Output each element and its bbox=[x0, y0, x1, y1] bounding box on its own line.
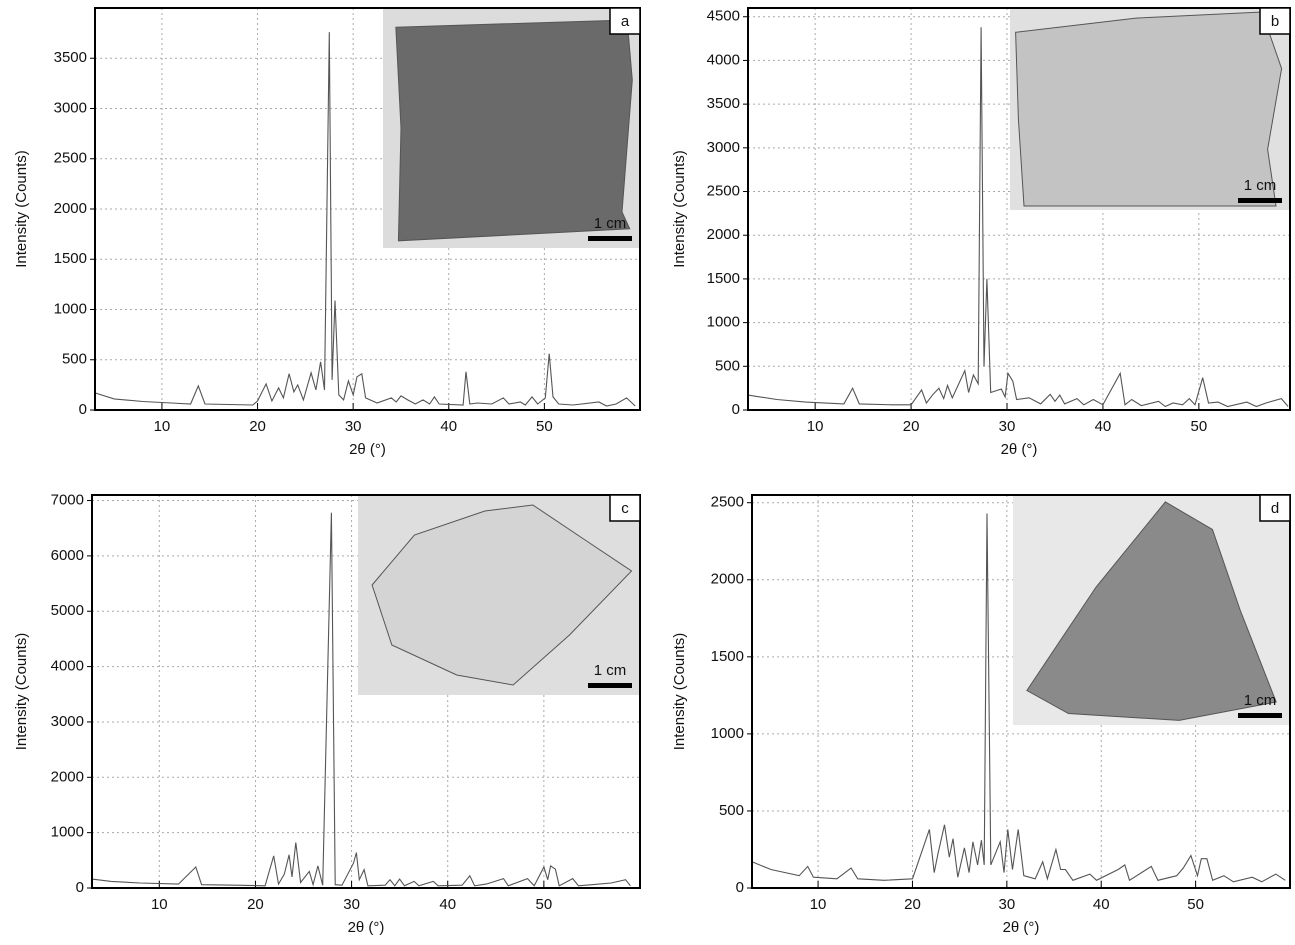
x-tick-label: 50 bbox=[1191, 418, 1208, 435]
y-tick-label: 2000 bbox=[51, 768, 84, 785]
x-axis-label: 2θ (°) bbox=[1001, 441, 1038, 458]
y-axis-label: Intensity (Counts) bbox=[671, 150, 688, 268]
x-tick-label: 20 bbox=[249, 418, 266, 435]
x-tick-label: 30 bbox=[999, 418, 1016, 435]
xrd-line bbox=[94, 32, 636, 407]
y-axis-label: Intensity (Counts) bbox=[13, 150, 30, 268]
x-tick-label: 30 bbox=[998, 896, 1015, 913]
xrd-line bbox=[747, 27, 1289, 408]
x-tick-label: 10 bbox=[807, 418, 824, 435]
y-tick-label: 6000 bbox=[51, 547, 84, 564]
y-tick-label: 2500 bbox=[54, 150, 87, 167]
y-tick-label: 1500 bbox=[707, 270, 740, 287]
y-tick-label: 1000 bbox=[707, 314, 740, 331]
y-tick-label: 5000 bbox=[51, 602, 84, 619]
x-tick-label: 40 bbox=[1093, 896, 1110, 913]
panel-label-box bbox=[609, 7, 641, 35]
y-tick-label: 4000 bbox=[707, 51, 740, 68]
panel-label: b bbox=[1271, 13, 1279, 30]
y-tick-label: 0 bbox=[79, 401, 87, 418]
y-tick-label: 3000 bbox=[54, 99, 87, 116]
y-tick-label: 1000 bbox=[54, 300, 87, 317]
plot-frame bbox=[751, 494, 1291, 889]
y-tick-label: 500 bbox=[715, 357, 740, 374]
x-tick-label: 10 bbox=[154, 418, 171, 435]
sample-rock bbox=[395, 19, 633, 242]
scale-bar bbox=[1238, 713, 1282, 718]
x-tick-label: 50 bbox=[536, 418, 553, 435]
panel-label-box bbox=[609, 494, 641, 522]
sample-rock bbox=[371, 504, 633, 686]
panel-label: d bbox=[1271, 500, 1279, 517]
x-tick-label: 30 bbox=[345, 418, 362, 435]
y-tick-label: 3500 bbox=[54, 49, 87, 66]
x-tick-label: 30 bbox=[343, 896, 360, 913]
y-tick-label: 2000 bbox=[707, 226, 740, 243]
y-tick-label: 7000 bbox=[51, 492, 84, 509]
y-tick-label: 500 bbox=[719, 802, 744, 819]
y-tick-label: 4000 bbox=[51, 658, 84, 675]
y-tick-label: 1500 bbox=[54, 250, 87, 267]
y-tick-label: 2000 bbox=[711, 571, 744, 588]
panel-label-box bbox=[1259, 7, 1291, 35]
xrd-line bbox=[751, 513, 1286, 883]
y-tick-label: 3000 bbox=[51, 713, 84, 730]
panel-label: a bbox=[621, 13, 630, 30]
y-tick-label: 0 bbox=[732, 401, 740, 418]
y-axis-label: Intensity (Counts) bbox=[671, 633, 688, 751]
xrd-line bbox=[91, 512, 631, 887]
scale-label: 1 cm bbox=[1244, 692, 1277, 709]
y-axis-label: Intensity (Counts) bbox=[13, 633, 30, 751]
y-tick-label: 4500 bbox=[707, 8, 740, 25]
x-tick-label: 40 bbox=[1095, 418, 1112, 435]
y-tick-label: 3500 bbox=[707, 95, 740, 112]
y-tick-label: 2500 bbox=[711, 494, 744, 511]
plot-frame bbox=[94, 7, 641, 411]
x-tick-label: 50 bbox=[1187, 896, 1204, 913]
scale-bar bbox=[588, 236, 632, 241]
scale-label: 1 cm bbox=[594, 215, 627, 232]
panel-label-box bbox=[1259, 494, 1291, 522]
scale-label: 1 cm bbox=[594, 662, 627, 679]
x-tick-label: 20 bbox=[903, 418, 920, 435]
y-tick-label: 3000 bbox=[707, 139, 740, 156]
plot-frame bbox=[91, 494, 641, 889]
x-tick-label: 10 bbox=[151, 896, 168, 913]
x-tick-label: 20 bbox=[904, 896, 921, 913]
x-tick-label: 40 bbox=[439, 896, 456, 913]
y-tick-label: 1000 bbox=[711, 725, 744, 742]
sample-rock bbox=[1015, 11, 1283, 207]
x-axis-label: 2θ (°) bbox=[1003, 919, 1040, 936]
scale-bar bbox=[588, 683, 632, 688]
panel-label: c bbox=[621, 500, 629, 517]
x-axis-label: 2θ (°) bbox=[349, 441, 386, 458]
y-tick-label: 1500 bbox=[711, 648, 744, 665]
y-tick-label: 500 bbox=[62, 351, 87, 368]
y-tick-label: 0 bbox=[76, 879, 84, 896]
sample-rock bbox=[1026, 501, 1277, 721]
x-tick-label: 20 bbox=[247, 896, 264, 913]
x-tick-label: 50 bbox=[536, 896, 553, 913]
y-tick-label: 1000 bbox=[51, 824, 84, 841]
plot-frame bbox=[747, 7, 1291, 411]
scale-bar bbox=[1238, 198, 1282, 203]
x-axis-label: 2θ (°) bbox=[348, 919, 385, 936]
y-tick-label: 2500 bbox=[707, 182, 740, 199]
x-tick-label: 40 bbox=[440, 418, 457, 435]
scale-label: 1 cm bbox=[1244, 177, 1277, 194]
x-tick-label: 10 bbox=[810, 896, 827, 913]
y-tick-label: 2000 bbox=[54, 200, 87, 217]
y-tick-label: 0 bbox=[736, 879, 744, 896]
